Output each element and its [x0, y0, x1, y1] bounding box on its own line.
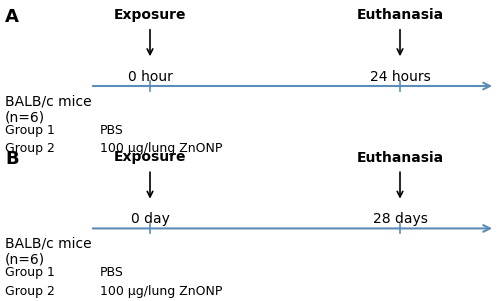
Text: Euthanasia: Euthanasia: [356, 150, 444, 165]
Text: PBS: PBS: [100, 266, 124, 279]
Text: 0 day: 0 day: [130, 212, 170, 226]
Text: Group 2: Group 2: [5, 285, 55, 298]
Text: Group 1: Group 1: [5, 124, 55, 137]
Text: 24 hours: 24 hours: [370, 70, 430, 84]
Text: Group 2: Group 2: [5, 142, 55, 155]
Text: Exposure: Exposure: [114, 150, 186, 165]
Text: B: B: [5, 150, 18, 169]
Text: Group 1: Group 1: [5, 266, 55, 279]
Text: 0 hour: 0 hour: [128, 70, 172, 84]
Text: 100 µg/lung ZnONP: 100 µg/lung ZnONP: [100, 285, 222, 298]
Text: PBS: PBS: [100, 124, 124, 137]
Text: A: A: [5, 8, 19, 26]
Text: BALB/c mice
(n=6): BALB/c mice (n=6): [5, 94, 92, 124]
Text: 100 µg/lung ZnONP: 100 µg/lung ZnONP: [100, 142, 222, 155]
Text: Exposure: Exposure: [114, 8, 186, 22]
Text: Euthanasia: Euthanasia: [356, 8, 444, 22]
Text: BALB/c mice
(n=6): BALB/c mice (n=6): [5, 237, 92, 267]
Text: 28 days: 28 days: [372, 212, 428, 226]
